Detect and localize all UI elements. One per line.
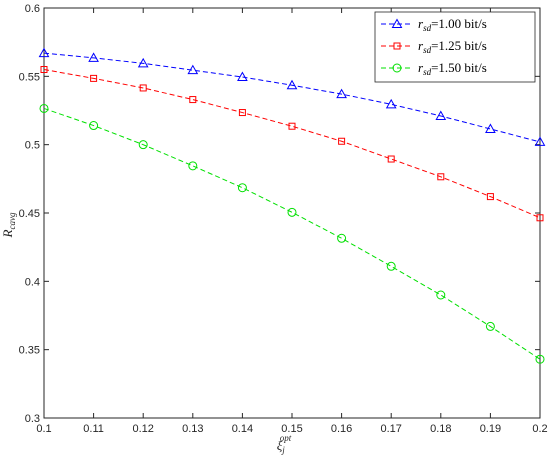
y-axis-label: Rcavg [0,212,17,238]
legend-label: rsd=1.25 bit/s [418,38,487,55]
y-tick-label: 0.35 [19,345,40,357]
x-tick-label: 0.13 [182,423,203,435]
series-2 [40,66,544,222]
data-point [287,207,297,217]
x-tick-label: 0.16 [331,423,352,435]
data-point [386,261,396,271]
data-point [336,88,347,99]
data-point [436,290,446,300]
data-point [435,110,447,120]
legend: rsd=1.00 bit/s rsd=1.25 bit/s rsd=1.50 bit… [374,11,536,83]
x-tick-label: 0.11 [83,423,104,435]
data-point [40,66,48,73]
data-point [138,140,148,150]
data-point [88,52,99,62]
x-tick-label: 0.18 [430,423,451,435]
series-3 [39,103,545,364]
data-point [485,321,495,331]
y-tick-label: 0.45 [19,208,40,220]
data-point [385,98,397,109]
data-point [237,71,248,82]
series-1 [38,47,546,146]
data-point [137,57,149,68]
data-point [486,193,494,201]
x-tick-label: 0.1 [36,423,51,435]
axis-ticks: 0.1 0.11 0.12 0.13 0.14 0.15 0.16 0.17 0.18 0.19 0… [19,3,548,435]
x-tick-label: 0.12 [132,423,153,435]
x-tick-label: 0.19 [480,423,501,435]
series-line [43,69,541,219]
series-line [43,107,541,360]
x-tick-label: 0.15 [281,423,302,435]
y-tick-label: 0.4 [25,276,40,288]
legend-marker [392,63,402,73]
x-tick-label: 0.14 [232,423,253,435]
data-point [288,122,296,130]
x-tick-label: 0.2 [532,423,547,435]
data-point [286,79,298,90]
legend-item-2: rsd=1.25 bit/s [381,38,487,55]
series-layer [38,47,546,364]
data-point [337,233,347,243]
data-point [139,84,147,92]
data-point [90,74,98,82]
legend-item-3: rsd=1.50 bit/s [381,60,487,77]
data-point [89,121,99,131]
data-point [338,137,346,145]
legend-label: rsd=1.00 bit/s [418,16,487,33]
data-point [535,354,545,364]
legend-label: rsd=1.50 bit/s [418,60,487,77]
x-axis-label: ξjopt [277,433,292,455]
data-point [536,214,544,222]
legend-marker [393,42,401,50]
legend-marker [391,18,403,28]
y-tick-label: 0.6 [25,3,40,15]
data-point [534,136,546,146]
data-point [189,96,197,104]
legend-item-1: rsd=1.00 bit/s [381,16,487,33]
series-line [43,52,541,143]
x-tick-label: 0.17 [380,423,401,435]
y-tick-label: 0.3 [25,413,40,425]
data-point [238,109,246,117]
data-point [188,161,198,171]
data-point [237,183,247,193]
data-point [485,123,496,133]
data-point [187,64,199,75]
data-point [38,47,50,58]
y-tick-label: 0.5 [25,140,40,152]
data-point [387,155,395,163]
y-tick-label: 0.55 [19,71,40,83]
data-point [437,173,445,181]
data-point [39,103,49,113]
